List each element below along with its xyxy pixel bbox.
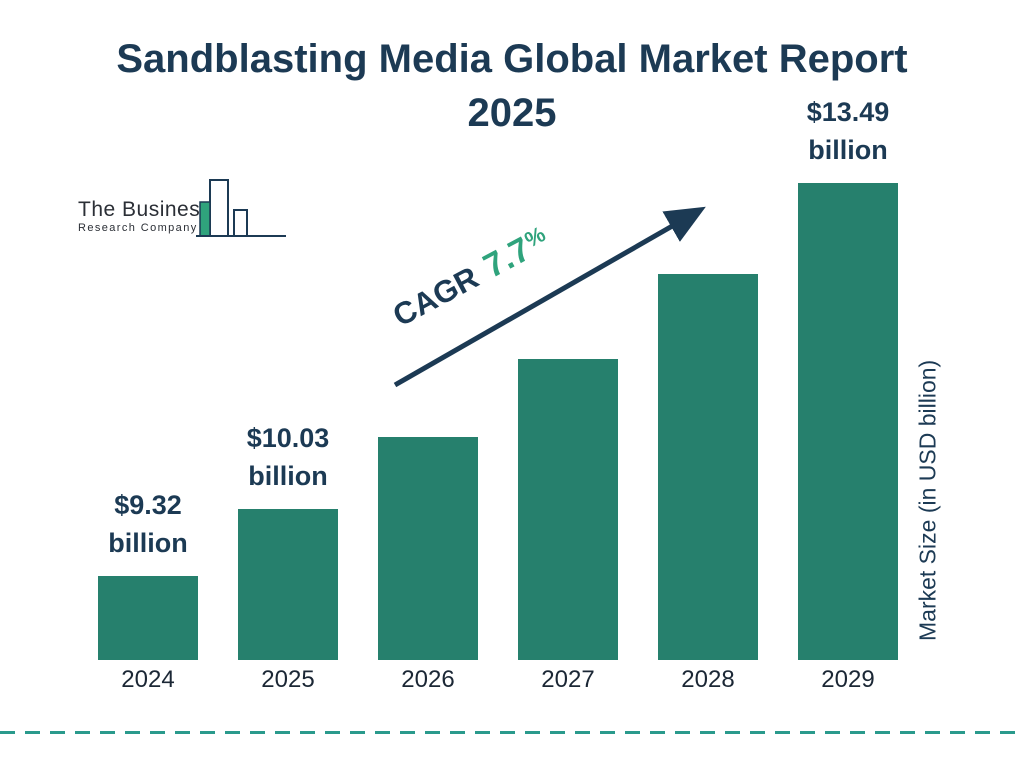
bar [238, 509, 338, 660]
bar [658, 274, 758, 660]
x-axis-label: 2026 [401, 666, 455, 693]
bar-value-line2: billion [248, 461, 328, 491]
y-axis-label: Market Size (in USD billion) [914, 359, 941, 641]
bar-value-label: $10.03 billion [193, 419, 383, 495]
bar-column: $10.03 billion 2025 [238, 0, 338, 768]
bar-column: $9.32 billion 2024 [98, 0, 198, 768]
logo-text: The Business Research Company [78, 198, 211, 234]
bar-column: $13.49 billion 2029 [798, 0, 898, 768]
bar-column: 2027 [518, 0, 618, 768]
logo-subname: Research Company [78, 222, 198, 234]
bar-value-line2: billion [808, 135, 888, 165]
page-title-line1: Sandblasting Media Global Market Report [116, 37, 908, 81]
bottom-dashed-line [0, 731, 1024, 734]
bar-value-label: $9.32 billion [53, 486, 243, 562]
bar-value-line1: $10.03 [246, 423, 330, 453]
bar-value-line1: $9.32 [114, 490, 182, 520]
logo-bar-chart-icon [196, 179, 286, 237]
page-title: Sandblasting Media Global Market Report … [0, 32, 1024, 140]
bar [378, 437, 478, 660]
bar-value-label: $13.49 billion [753, 93, 943, 169]
bar [98, 576, 198, 660]
x-axis-label: 2024 [121, 666, 175, 693]
growth-arrow [393, 206, 706, 388]
page-title-line2: 2025 [467, 91, 557, 135]
x-axis-label: 2025 [261, 666, 315, 693]
bar-value-line2: billion [108, 528, 188, 558]
x-axis-label: 2028 [681, 666, 735, 693]
bar-column: 2028 [658, 0, 758, 768]
bar-column: 2026 [378, 0, 478, 768]
bar-value-line1: $13.49 [806, 97, 890, 127]
x-axis-label: 2029 [821, 666, 875, 693]
bar [798, 183, 898, 660]
bar [518, 359, 618, 660]
x-axis-label: 2027 [541, 666, 595, 693]
logo-name: The Business [78, 198, 212, 221]
